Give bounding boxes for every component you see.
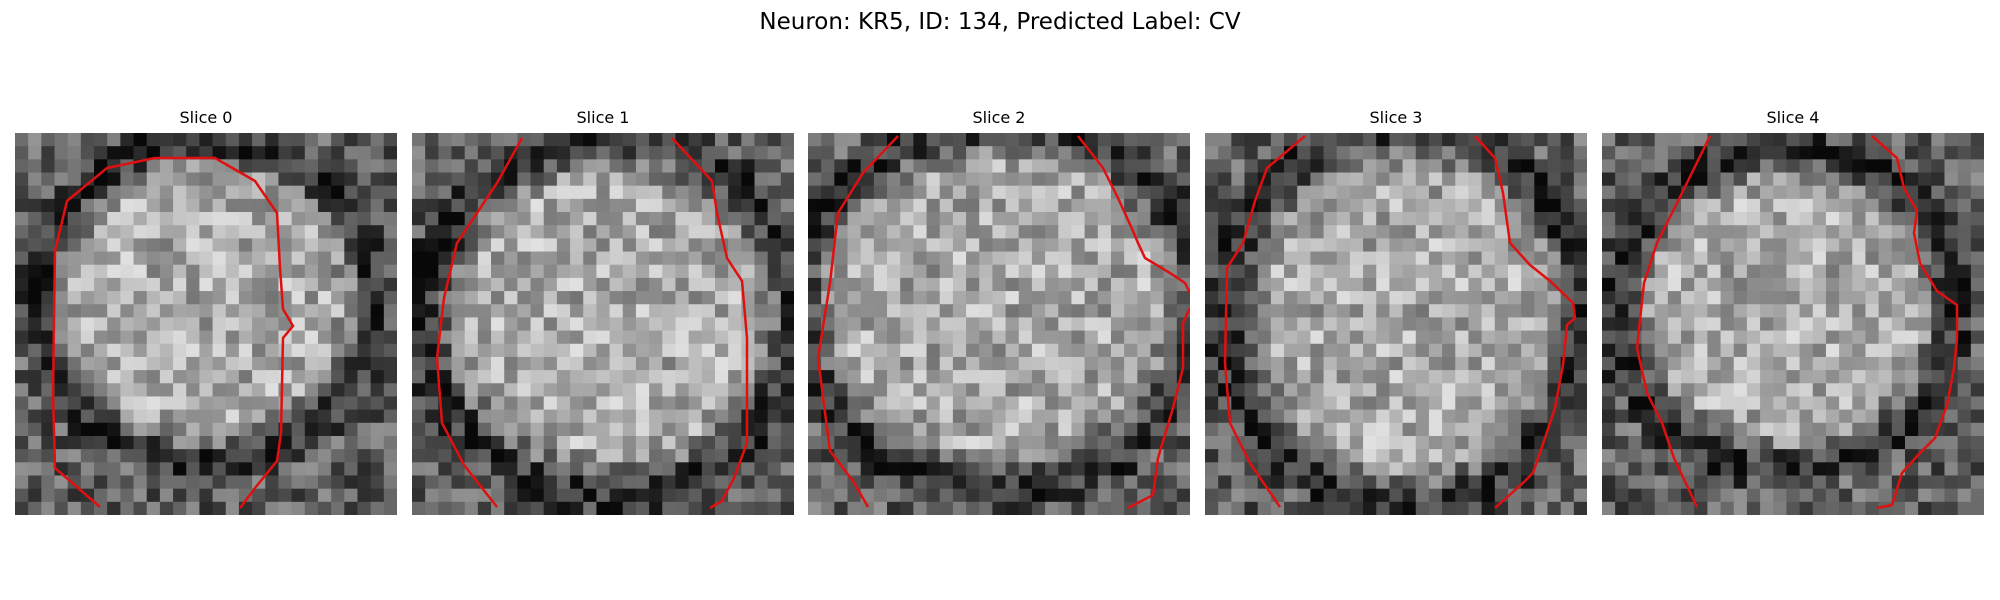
- slice-title-0: Slice 0: [179, 108, 233, 127]
- slice-image-0: [15, 133, 397, 515]
- neuron-contour-2-right: [1077, 135, 1190, 294]
- slice-image-svg-3: [1205, 133, 1587, 515]
- neuron-contour-2-left: [816, 135, 899, 508]
- neuron-contour-4-left: [1635, 135, 1712, 508]
- neuron-contour-1-left: [435, 137, 524, 508]
- slice-image-svg-1: [412, 133, 794, 515]
- slice-title-2: Slice 2: [972, 108, 1026, 127]
- slice-image-3: [1205, 133, 1587, 515]
- neuron-contour-4-right: [1871, 135, 1959, 510]
- neuron-contour-0: [51, 156, 295, 509]
- slice-image-svg-2: [808, 133, 1190, 515]
- slice-image-svg-0: [15, 133, 397, 515]
- slice-panel-4: Slice 4: [1602, 108, 1984, 515]
- slice-panel-3: Slice 3: [1205, 108, 1587, 515]
- figure-title: Neuron: KR5, ID: 134, Predicted Label: C…: [759, 9, 1241, 35]
- slice-image-1: [412, 133, 794, 515]
- slice-title-1: Slice 1: [576, 108, 630, 127]
- neuron-contour-2-right-lower: [1127, 307, 1190, 510]
- slice-title-3: Slice 3: [1369, 108, 1423, 127]
- slice-panel-0: Slice 0: [15, 108, 397, 515]
- slice-title-4: Slice 4: [1766, 108, 1820, 127]
- slice-image-svg-4: [1602, 133, 1984, 515]
- neuron-contour-3-right: [1474, 135, 1577, 509]
- neuron-contour-1-right: [671, 137, 749, 510]
- slice-panel-2: Slice 2: [808, 108, 1190, 515]
- neuron-contour-3-left: [1223, 135, 1306, 508]
- slice-image-2: [808, 133, 1190, 515]
- slice-image-4: [1602, 133, 1984, 515]
- slice-panel-1: Slice 1: [412, 108, 794, 515]
